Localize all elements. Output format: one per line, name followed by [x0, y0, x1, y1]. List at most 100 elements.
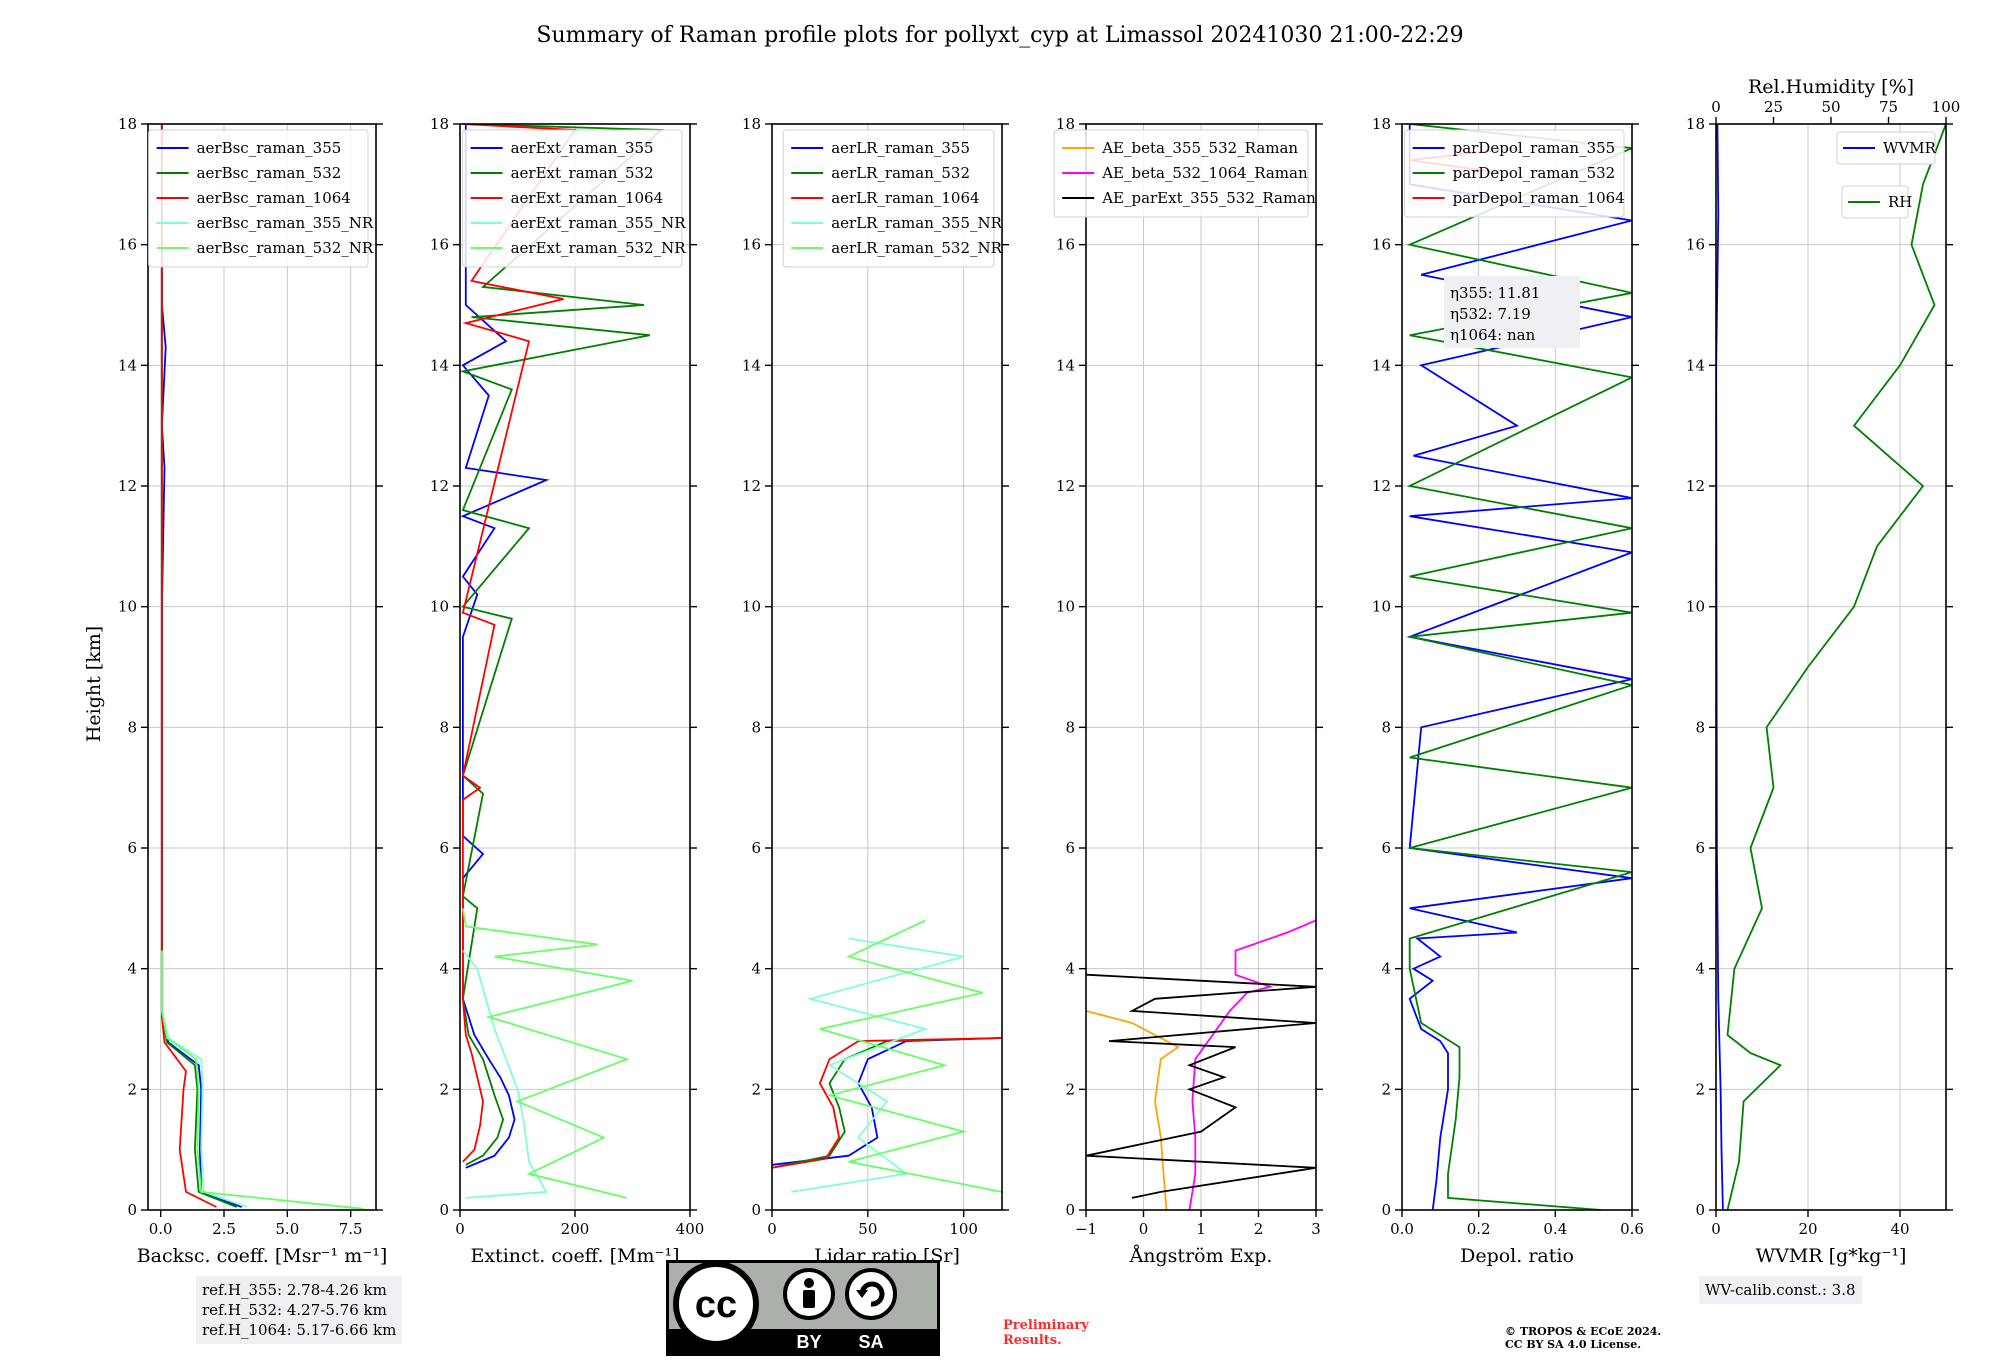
y-tick-label: 18: [742, 115, 761, 133]
y-tick-label: 10: [1056, 598, 1075, 616]
x-tick-label: 0: [1711, 1220, 1721, 1238]
series-line-aerExt_raman_532: [460, 124, 664, 1166]
eta-line: η1064: nan: [1450, 326, 1536, 344]
y-tick-label: 6: [1381, 839, 1391, 857]
copyright-line-1: © TROPOS & ECoE 2024.: [1505, 1325, 1662, 1338]
legend-label: RH: [1888, 193, 1912, 211]
y-tick-label: 6: [127, 839, 137, 857]
y-tick-label: 8: [439, 718, 449, 736]
legend: aerExt_raman_355 aerExt_raman_532 aerExt_r…: [462, 129, 687, 268]
y-tick-label: 12: [1372, 477, 1391, 495]
series-line-aerBsc_raman_355: [160, 124, 243, 1208]
x-tick-label: 0.4: [1543, 1220, 1567, 1238]
x-tick-label: −1: [1075, 1220, 1097, 1238]
y-tick-label: 6: [1695, 839, 1705, 857]
y-tick-label: 4: [751, 960, 761, 978]
y-tick-label: 16: [1056, 236, 1075, 254]
top-x-tick-label: 100: [1932, 98, 1961, 116]
legend-label: AE_beta_532_1064_Raman: [1101, 164, 1308, 182]
y-tick-label: 10: [742, 598, 761, 616]
x-tick-label: 100: [949, 1220, 978, 1238]
y-tick-label: 8: [1695, 718, 1705, 736]
legend: WVMR: [1836, 131, 1937, 165]
ref-height-532: ref.H_532: 4.27-5.76 km: [202, 1301, 387, 1319]
panel-1: 0.0 2.5 5.0 7.5 Backsc. coeff. [Msr⁻¹ m⁻¹] 0 2…: [118, 115, 387, 1267]
x-tick-label: 3: [1311, 1220, 1321, 1238]
copyright-note: © TROPOS & ECoE 2024. CC BY SA 4.0 Licen…: [1505, 1325, 1661, 1351]
y-tick-label: 4: [1695, 960, 1705, 978]
legend-label: aerBsc_raman_355: [197, 139, 342, 157]
y-tick-label: 16: [742, 236, 761, 254]
legend: aerLR_raman_355 aerLR_raman_532 aerLR_rama…: [782, 129, 1003, 268]
x-tick-label: 0.0: [149, 1220, 173, 1238]
x-tick-label: 2.5: [212, 1220, 236, 1238]
y-tick-label: 2: [751, 1080, 761, 1098]
x-tick-label: 0: [455, 1220, 465, 1238]
y-tick-label: 12: [1686, 477, 1705, 495]
y-tick-label: 2: [1065, 1080, 1075, 1098]
y-tick-label: 16: [1686, 236, 1705, 254]
series-line-WVMR: [1716, 124, 1724, 1210]
preliminary-line-2: Results.: [1003, 1333, 1062, 1348]
x-tick-label: 7.5: [339, 1220, 363, 1238]
y-tick-label: 8: [127, 718, 137, 736]
y-tick-label: 2: [439, 1080, 449, 1098]
cc-sa-label: SA: [858, 1332, 883, 1352]
series-line-parDepol_raman_355: [1406, 124, 1632, 1210]
top-x-tick-label: 75: [1879, 98, 1898, 116]
legend: AE_beta_355_532_Raman AE_beta_532_1064_Ra…: [1053, 129, 1316, 218]
y-tick-label: 4: [1065, 960, 1075, 978]
x-tick-label: 0.0: [1390, 1220, 1414, 1238]
eta-annotation: η355: 11.81 η532: 7.19 η1064: nan: [1444, 276, 1580, 348]
x-tick-label: 400: [676, 1220, 705, 1238]
y-tick-label: 14: [1372, 356, 1391, 374]
x-tick-label: 0: [1139, 1220, 1149, 1238]
series-line-aerBsc_raman_1064: [160, 124, 217, 1208]
y-tick-label: 18: [1372, 115, 1391, 133]
ref-height-355: ref.H_355: 2.78-4.26 km: [202, 1281, 387, 1299]
y-tick-label: 2: [1695, 1080, 1705, 1098]
legend-label: aerExt_raman_532_NR: [511, 239, 687, 257]
legend: aerBsc_raman_355 aerBsc_raman_532 aerBsc_r…: [148, 129, 374, 268]
x-tick-label: 0.2: [1467, 1220, 1491, 1238]
x-tick-label: 1: [1196, 1220, 1206, 1238]
ref-height-1064: ref.H_1064: 5.17-6.66 km: [202, 1321, 397, 1339]
x-tick-label: 20: [1798, 1220, 1817, 1238]
series-line-aerExt_raman_532_NR: [462, 908, 633, 1199]
legend-label: parDepol_raman_355: [1453, 139, 1616, 157]
legend: parDepol_raman_355 parDepol_raman_532 parD…: [1404, 129, 1625, 218]
y-tick-label: 8: [1381, 718, 1391, 736]
y-tick-label: 18: [118, 115, 137, 133]
series-line-aerBsc_raman_532: [160, 124, 238, 1208]
legend-label: aerLR_raman_532_NR: [831, 239, 1002, 257]
series-line-aerLR_raman_355: [772, 1037, 1002, 1166]
y-tick-label: 14: [118, 356, 137, 374]
y-tick-label: 16: [118, 236, 137, 254]
y-tick-label: 14: [1686, 356, 1705, 374]
y-tick-label: 8: [1065, 718, 1075, 736]
y-tick-label: 12: [742, 477, 761, 495]
series-group: [460, 124, 664, 1199]
y-tick-label: 4: [1381, 960, 1391, 978]
y-tick-label: 10: [1372, 598, 1391, 616]
top-x-tick-label: 25: [1764, 98, 1783, 116]
y-tick-label: 14: [1056, 356, 1075, 374]
y-tick-label: 6: [1065, 839, 1075, 857]
axes-frame: [147, 123, 377, 1211]
y-tick-label: 4: [127, 960, 137, 978]
y-tick-label: 18: [1056, 115, 1075, 133]
series-group: [772, 919, 1002, 1193]
y-tick-label: 10: [1686, 598, 1705, 616]
x-tick-label: 0: [767, 1220, 777, 1238]
legend-label: aerBsc_raman_355_NR: [197, 214, 374, 232]
legend-label: aerExt_raman_355: [511, 139, 654, 157]
y-tick-label: 12: [1056, 477, 1075, 495]
cc-by-label: BY: [796, 1332, 821, 1352]
y-tick-label: 12: [118, 477, 137, 495]
series-line-aerLR_raman_532: [772, 1037, 1002, 1169]
x-axis-label: Depol. ratio: [1460, 1245, 1574, 1267]
legend-label: aerExt_raman_1064: [511, 189, 664, 207]
legend-label: AE_beta_355_532_Raman: [1101, 139, 1298, 157]
y-tick-label: 2: [127, 1080, 137, 1098]
